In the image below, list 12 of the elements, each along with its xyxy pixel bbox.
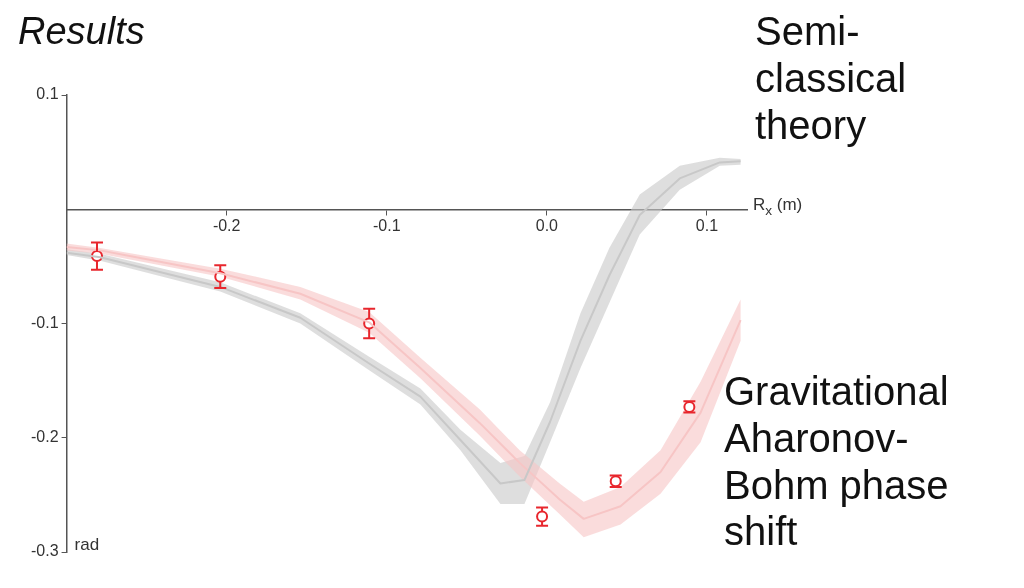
- y-tick-label: -0.3: [30, 542, 59, 560]
- series-label: Gravitational Aharonov-Bohm phase shift: [724, 368, 950, 556]
- y-tick-label: -0.2: [30, 428, 59, 446]
- y-tick-label: -0.1: [30, 313, 59, 331]
- y-tick-label: 0.1: [36, 85, 59, 103]
- series-label: Semi-classical theory: [755, 8, 908, 149]
- chart-title: Results: [18, 10, 145, 53]
- x-tick-label: 0.1: [695, 217, 719, 235]
- x-tick-label: -0.1: [372, 217, 401, 235]
- x-tick-label: 0.0: [535, 217, 559, 235]
- y-axis-title: rad: [74, 535, 100, 555]
- x-tick-label: -0.2: [212, 217, 241, 235]
